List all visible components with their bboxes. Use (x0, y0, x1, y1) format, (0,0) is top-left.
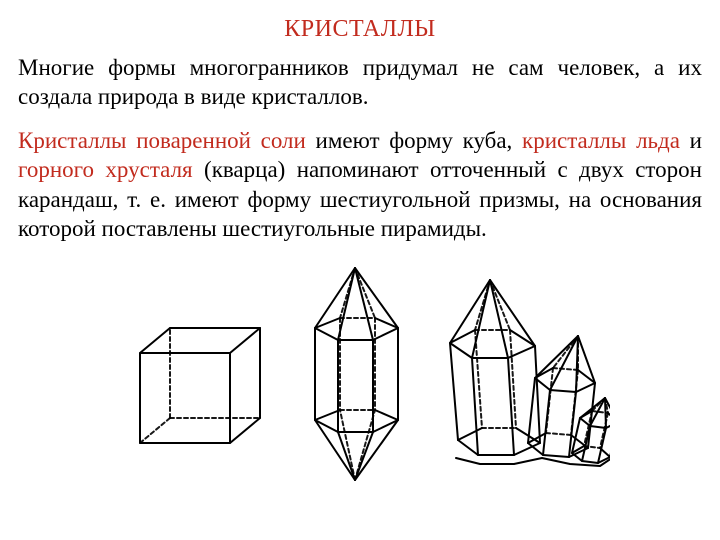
figure-crystals (18, 258, 702, 488)
text-run-1: имеют форму куба, (306, 128, 522, 153)
paragraph-intro: Многие формы многогранников придумал не … (18, 53, 702, 112)
text-run-2: и (680, 128, 702, 153)
document-page: КРИСТАЛЛЫ Многие формы многогранников пр… (0, 0, 720, 540)
crystals-svg (110, 258, 610, 488)
paragraph-crystals: Кристаллы поваренной соли имеют форму ку… (18, 126, 702, 244)
page-title: КРИСТАЛЛЫ (18, 16, 702, 43)
highlight-ice: кристаллы льда (522, 128, 680, 153)
highlight-quartz: горного хрусталя (18, 157, 193, 182)
highlight-salt: Кристаллы поваренной соли (18, 128, 306, 153)
